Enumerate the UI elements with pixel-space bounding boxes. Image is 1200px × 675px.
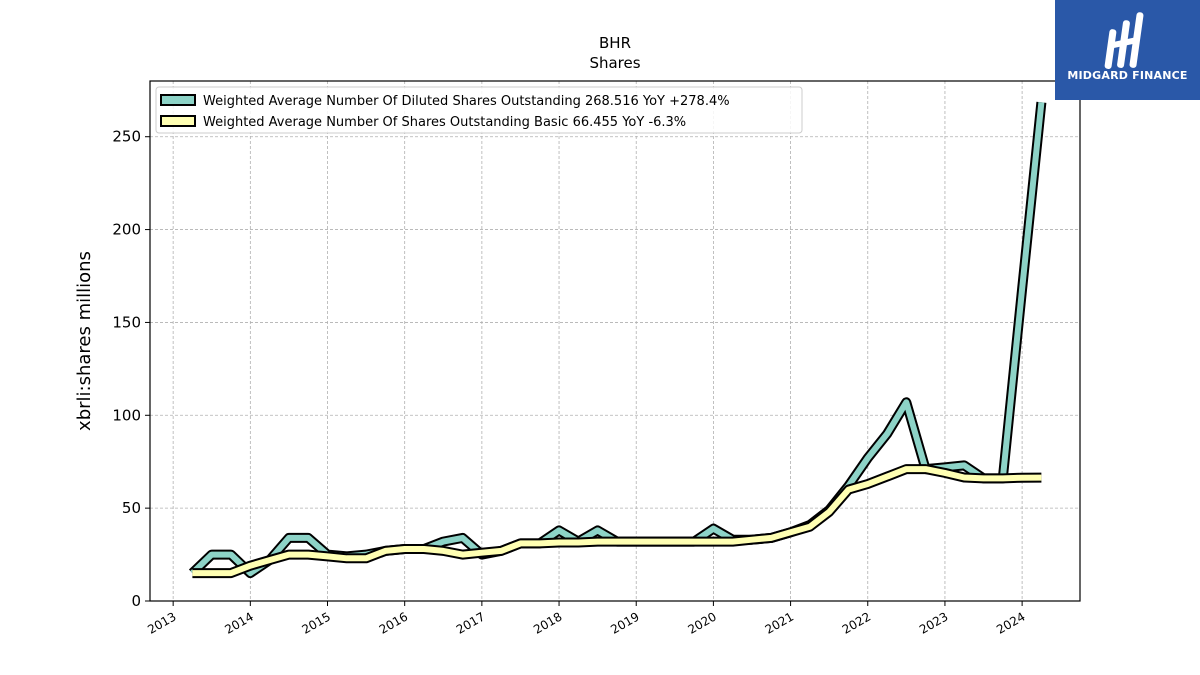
legend-swatch [160, 115, 196, 127]
series-1-line [192, 466, 1042, 577]
legend-swatch [160, 94, 196, 106]
y-tick-label: 0 [131, 592, 141, 610]
x-tick-label: 2015 [300, 609, 333, 636]
midgard-finance-logo: MIDGARD FINANCE [1055, 0, 1200, 100]
y-axis: 0 50 100 150 200 250 [112, 128, 150, 610]
x-tick-label: 2016 [377, 609, 410, 636]
legend-box [155, 86, 803, 134]
x-tick-label: 2013 [145, 609, 178, 636]
logo-text: MIDGARD FINANCE [1067, 69, 1188, 82]
x-tick-label: 2022 [840, 609, 873, 636]
y-axis-label: xbrli:shares millions [74, 251, 95, 431]
y-tick-label: 150 [112, 313, 141, 331]
chart-subtitle: Shares [589, 54, 640, 72]
x-tick-label: 2023 [917, 609, 950, 636]
legend: Weighted Average Number Of Diluted Share… [155, 86, 803, 134]
legend-label: Weighted Average Number Of Shares Outsta… [203, 115, 686, 130]
y-tick-label: 50 [122, 499, 141, 517]
chart-title: BHR [599, 34, 631, 52]
series-layer [188, 101, 1047, 579]
x-tick-label: 2024 [994, 609, 1027, 636]
x-tick-label: 2017 [454, 609, 487, 636]
logo-mark-icon [1104, 12, 1144, 69]
plot-frame [149, 80, 1081, 602]
y-tick-label: 250 [112, 128, 141, 146]
x-tick-label: 2018 [531, 609, 564, 636]
y-tick-label: 100 [112, 406, 141, 424]
series-0-line [190, 101, 1045, 577]
x-tick-label: 2021 [763, 609, 796, 636]
legend-label: Weighted Average Number Of Diluted Share… [203, 94, 730, 109]
series-0-outline [188, 101, 1047, 579]
x-tick-label: 2014 [222, 609, 255, 636]
x-tick-label: 2020 [685, 609, 718, 636]
x-tick-label: 2019 [608, 609, 641, 636]
grid [150, 81, 1080, 602]
x-axis: 2013 2014 2015 2016 2017 2018 2019 2020 2021 2022… [145, 601, 1028, 637]
y-tick-label: 200 [112, 221, 141, 239]
